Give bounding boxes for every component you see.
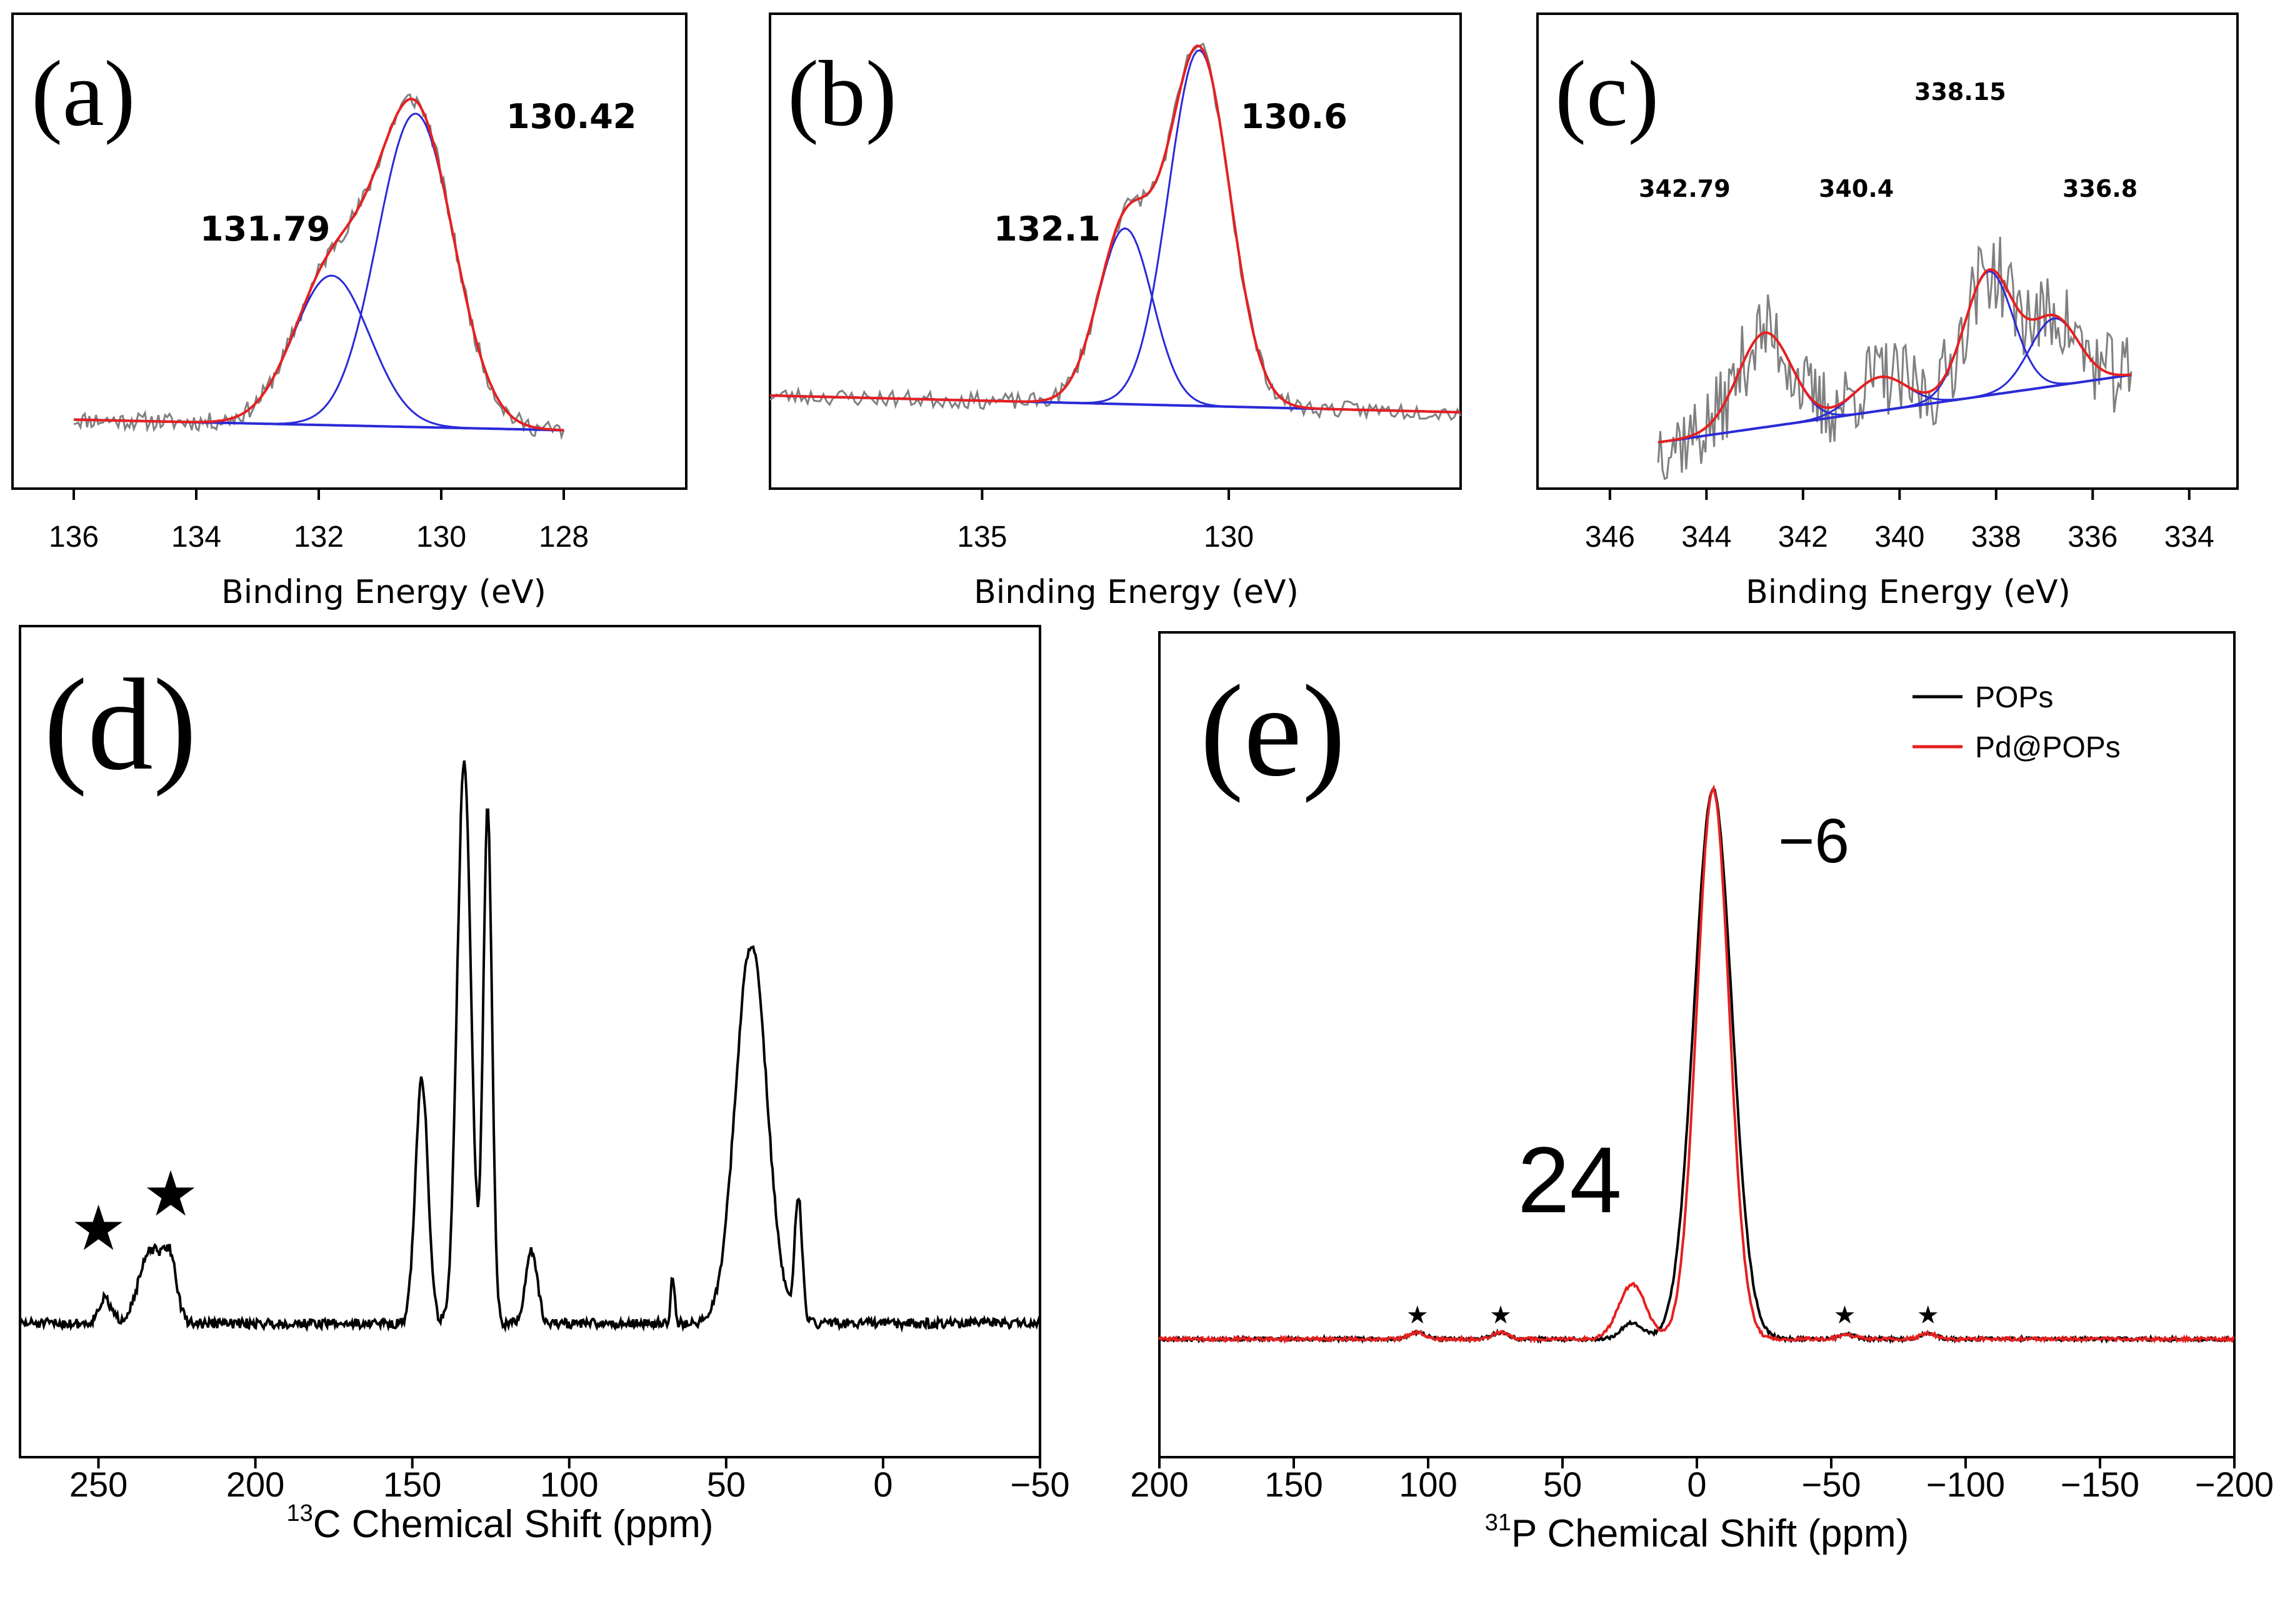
peak-label-24: 24: [1518, 1127, 1622, 1232]
x-tick-label: 135: [957, 521, 1007, 554]
x-tick-label: 134: [171, 521, 221, 554]
x-tick-label: −200: [2195, 1465, 2274, 1504]
legend-label-pd-pops: Pd@POPs: [1975, 731, 2121, 764]
x-tick-label: 50: [1543, 1465, 1582, 1504]
x-tick-label: 132: [294, 521, 344, 554]
x-axis-label-b: Binding Energy (eV): [974, 574, 1299, 611]
fit-component-line: [73, 274, 564, 432]
baseline-line: [1658, 374, 2132, 444]
panel-b: 135 130 (b) 132.1 130.6 Binding Energy (e…: [769, 12, 1462, 611]
x-tick-label: 128: [539, 521, 589, 554]
x-tick-label: −50: [1802, 1465, 1861, 1504]
fit-envelope-line: [1658, 268, 2132, 444]
peak-label-131-79: 131.79: [200, 209, 330, 249]
spectrum-line-pops: [1159, 788, 2236, 1345]
plot-area-a: [73, 93, 565, 441]
x-tick-label: 344: [1681, 521, 1731, 554]
peak-label-336-8: 336.8: [2062, 175, 2138, 202]
fit-envelope-line: [73, 97, 564, 432]
panel-label-d: (d): [44, 652, 197, 797]
plot-area-e: [1158, 784, 2236, 1345]
spinning-sideband-star-icon: ★: [1917, 1301, 1939, 1330]
spectrum-line-pd-pops: [1158, 784, 2235, 1344]
panel-a: 136 134 132 130 128 (a) 131.79 130.42 Bindin…: [11, 12, 688, 611]
panel-label-e: (e): [1200, 659, 1346, 804]
spinning-sideband-star-icon: ★: [71, 1192, 127, 1265]
x-ticks-a: 136 134 132 130 128: [49, 489, 589, 554]
fit-envelope-line: [769, 44, 1461, 414]
peak-label-132-1: 132.1: [994, 209, 1101, 249]
spinning-sideband-star-icon: ★: [142, 1157, 199, 1230]
x-tick-label: 130: [416, 521, 466, 554]
fit-component-line: [769, 227, 1461, 414]
x-tick-label: 200: [1130, 1465, 1188, 1504]
x-axis-label-c: Binding Energy (eV): [1746, 574, 2071, 611]
x-tick-label: 346: [1585, 521, 1635, 554]
x-tick-label: 100: [1399, 1465, 1457, 1504]
peak-label-340-4: 340.4: [1819, 175, 1894, 202]
x-axis-label-d-superscript: 13: [286, 1500, 312, 1527]
x-axis-label-a: Binding Energy (eV): [221, 574, 546, 611]
plot-area-c: [1657, 236, 2132, 481]
plot-area-b: [769, 42, 1462, 422]
x-tick-label: 334: [2164, 521, 2214, 554]
x-axis-label-e-superscript: 31: [1485, 1510, 1511, 1536]
peak-label-130-42: 130.42: [506, 97, 636, 136]
plot-frame-a: [11, 12, 688, 490]
x-tick-label: 150: [1264, 1465, 1322, 1504]
legend: POPs Pd@POPs: [1912, 681, 2121, 764]
peak-label-342-79: 342.79: [1639, 175, 1731, 202]
x-axis-label-d: 13C Chemical Shift (ppm): [286, 1500, 713, 1546]
x-tick-label: −150: [2061, 1465, 2139, 1504]
legend-label-pops: POPs: [1975, 681, 2053, 714]
x-tick-label: 100: [540, 1465, 598, 1504]
plot-frame-c: [1536, 12, 2239, 490]
panel-label-a: (a): [31, 42, 135, 146]
x-tick-label: 0: [1687, 1465, 1706, 1504]
x-tick-label: 342: [1778, 521, 1828, 554]
panel-d: 250 200 150 100 50 0 −50 (d) ★ ★ 13C Chemical …: [19, 625, 1070, 1546]
raw-spectrum-line: [1657, 236, 2132, 481]
x-tick-label: 200: [226, 1465, 284, 1504]
spinning-sideband-star-icon: ★: [1489, 1301, 1512, 1330]
panel-label-c: (c): [1555, 42, 1659, 146]
peak-label-minus-6: −6: [1778, 806, 1849, 876]
plot-area-d: [19, 760, 1041, 1333]
x-tick-label: 136: [49, 521, 99, 554]
spinning-sideband-star-icon: ★: [1834, 1301, 1856, 1330]
x-tick-label: 50: [707, 1465, 746, 1504]
x-ticks-d: 250 200 150 100 50 0 −50: [69, 1457, 1070, 1504]
fit-component-line: [1658, 270, 2132, 444]
panel-c: 346 344 342 340 338 336 334 (c) 342.79 340.4 3…: [1536, 12, 2239, 611]
x-ticks-b: 135 130: [957, 489, 1254, 554]
x-tick-label: 336: [2068, 521, 2118, 554]
x-tick-label: 250: [69, 1465, 128, 1504]
x-tick-label: 340: [1874, 521, 1924, 554]
x-tick-label: −50: [1011, 1465, 1070, 1504]
plot-frame-d: [19, 625, 1041, 1458]
peak-label-130-6: 130.6: [1241, 97, 1348, 136]
spinning-sideband-star-icon: ★: [1406, 1301, 1429, 1330]
panel-label-b: (b): [788, 42, 897, 146]
x-ticks-e: 200 150 100 50 0 −50 −100 −150 −200: [1130, 1457, 2274, 1504]
x-ticks-c: 346 344 342 340 338 336 334: [1585, 489, 2214, 554]
peak-label-338-15: 338.15: [1914, 78, 2006, 106]
panel-e: 200 150 100 50 0 −50 −100 −150 −200 (e) −6 24 ★ …: [1130, 631, 2274, 1555]
x-axis-label-d-text: C Chemical Shift (ppm): [313, 1503, 714, 1546]
spectrum-line-13c: [19, 760, 1041, 1333]
x-tick-label: 130: [1204, 521, 1254, 554]
x-tick-label: 0: [873, 1465, 892, 1504]
x-tick-label: −100: [1926, 1465, 2005, 1504]
x-axis-label-e-text: P Chemical Shift (ppm): [1511, 1512, 1909, 1555]
x-tick-label: 150: [383, 1465, 441, 1504]
x-axis-label-e: 31P Chemical Shift (ppm): [1485, 1510, 1909, 1555]
plot-frame-b: [769, 12, 1462, 490]
x-tick-label: 338: [1971, 521, 2021, 554]
